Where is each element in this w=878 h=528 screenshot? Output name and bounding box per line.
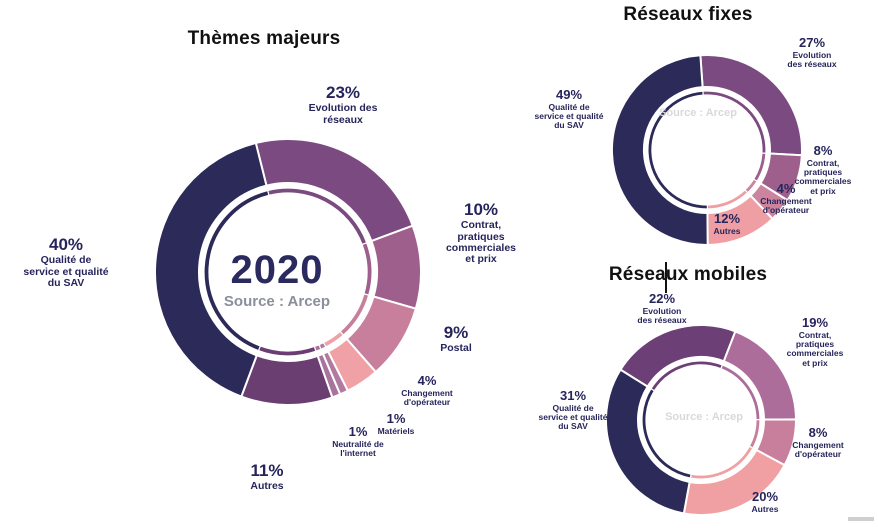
main-chart-center: 2020 Source : Arcep bbox=[224, 250, 330, 310]
segment-label-materiels-main: 1% Matériels bbox=[377, 411, 415, 437]
text-cursor bbox=[665, 262, 667, 293]
segment-label-qualite-main: 40% Qualité de service et qualité du SAV bbox=[23, 235, 109, 290]
mobiles-chart-title[interactable]: Réseaux mobiles bbox=[608, 264, 768, 285]
segment-label-evolution-mobiles: 22% Evolution des réseaux bbox=[637, 291, 687, 326]
segment-label-changement-fixes: 4% Changement d'opérateur bbox=[760, 181, 812, 216]
segment-label-qualite-fixes: 49% Qualité de service et qualité du SAV bbox=[534, 87, 604, 131]
fixes-chart-title[interactable]: Réseaux fixes bbox=[623, 4, 753, 25]
segment-label-qualite-mobiles: 31% Qualité de service et qualité du SAV bbox=[538, 388, 608, 432]
fixes-source-label: Source : Arcep bbox=[659, 107, 737, 119]
center-year-label: 2020 bbox=[230, 248, 324, 292]
mobiles-source-label: Source : Arcep bbox=[665, 411, 743, 423]
donut-chart-reseaux-mobiles[interactable] bbox=[604, 323, 798, 517]
segment-label-neutralite-main: 1% Neutralité de l'internet bbox=[332, 424, 384, 459]
segment-label-autres-main: 11% Autres bbox=[250, 461, 284, 493]
segment-label-contrat-main: 10% Contrat, pratiques commerciales et p… bbox=[445, 200, 517, 266]
segment-label-evolution-main: 23% Evolution des réseaux bbox=[308, 83, 378, 126]
segment-label-changement-main: 4% Changement d'opérateur bbox=[401, 373, 453, 408]
segment-label-changement-mobiles: 8% Changement d'opérateur bbox=[792, 425, 844, 460]
main-source-label: Source : Arcep bbox=[223, 293, 331, 310]
segment-label-evolution-fixes: 27% Evolution des réseaux bbox=[787, 35, 837, 70]
donut-chart-reseaux-fixes[interactable] bbox=[610, 53, 804, 247]
ui-artifact bbox=[848, 517, 874, 521]
segment-label-autres-mobiles: 20% Autres bbox=[751, 489, 779, 515]
segment-label-contrat-mobiles: 19% Contrat, pratiques commerciales et p… bbox=[786, 315, 844, 368]
segment-label-contrat-fixes: 8% Contrat, pratiques commerciales et pr… bbox=[794, 143, 852, 196]
segment-label-autres-fixes: 12% Autres bbox=[713, 211, 741, 237]
main-chart-title[interactable]: Thèmes majeurs bbox=[187, 28, 341, 49]
donut-chart-themes-majeurs[interactable] bbox=[152, 136, 424, 408]
segment-label-postal-main: 9% Postal bbox=[440, 323, 472, 355]
